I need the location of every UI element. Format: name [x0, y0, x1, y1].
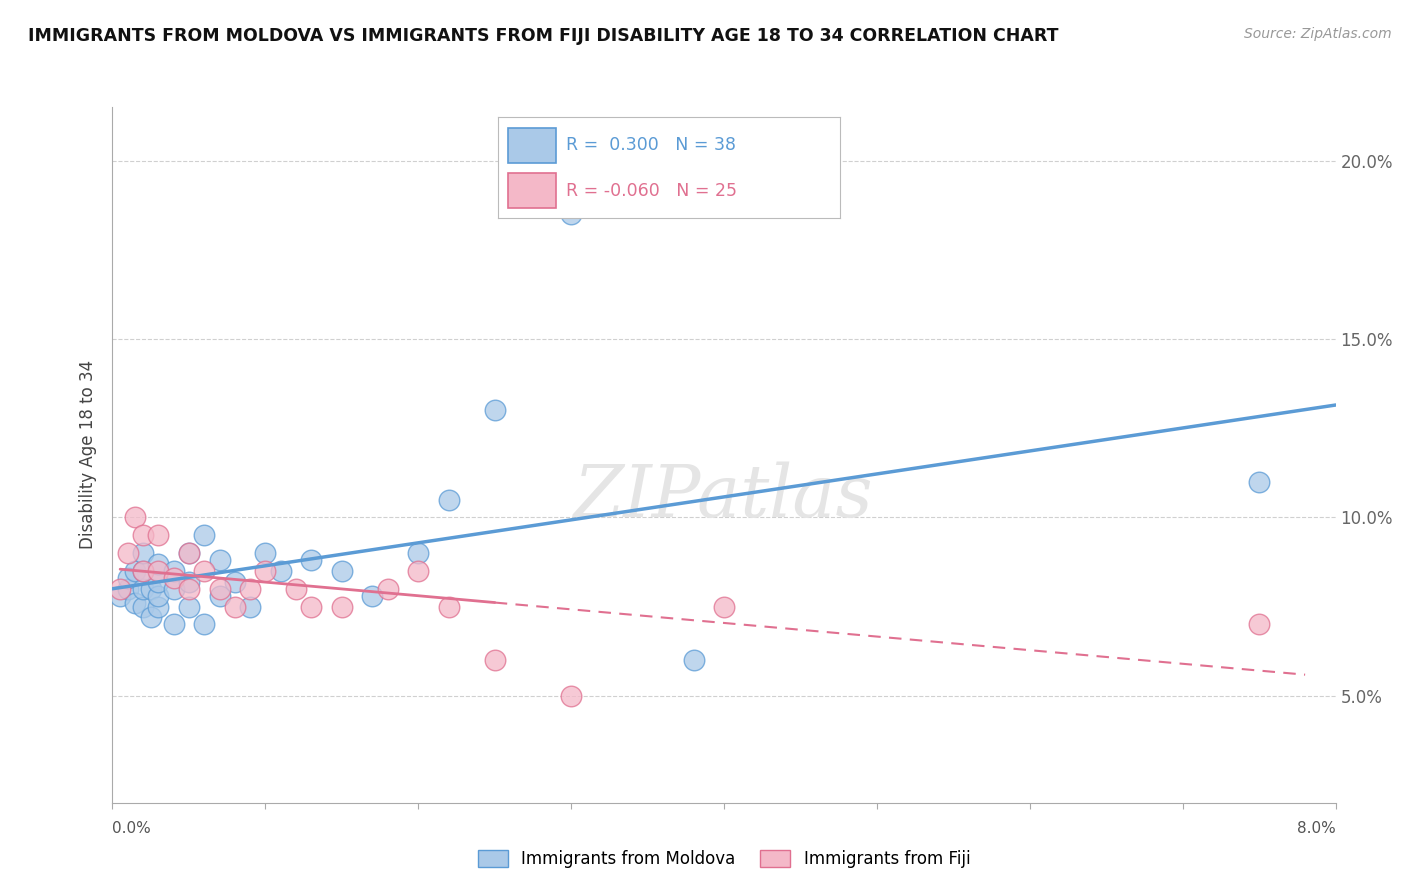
- Point: [139, 610, 162, 624]
- Point: [148, 557, 170, 571]
- Point: [284, 582, 308, 596]
- Point: [408, 564, 430, 578]
- Point: [148, 574, 170, 589]
- Text: Source: ZipAtlas.com: Source: ZipAtlas.com: [1244, 27, 1392, 41]
- Text: IMMIGRANTS FROM MOLDOVA VS IMMIGRANTS FROM FIJI DISABILITY AGE 18 TO 34 CORRELAT: IMMIGRANTS FROM MOLDOVA VS IMMIGRANTS FR…: [28, 27, 1059, 45]
- Point: [108, 589, 131, 603]
- Point: [177, 599, 200, 614]
- Point: [124, 596, 146, 610]
- Point: [177, 574, 200, 589]
- Point: [682, 653, 704, 667]
- Point: [177, 546, 200, 560]
- Point: [270, 564, 292, 578]
- Text: ZIPatlas: ZIPatlas: [574, 461, 875, 532]
- Point: [299, 599, 322, 614]
- Point: [330, 564, 353, 578]
- Point: [208, 553, 231, 567]
- Point: [408, 546, 430, 560]
- Point: [132, 582, 155, 596]
- Point: [1249, 475, 1271, 489]
- Text: 8.0%: 8.0%: [1296, 821, 1336, 836]
- Point: [560, 689, 582, 703]
- Point: [484, 403, 506, 417]
- Point: [163, 582, 186, 596]
- Point: [132, 528, 155, 542]
- Point: [132, 564, 155, 578]
- Point: [224, 574, 246, 589]
- Text: 0.0%: 0.0%: [112, 821, 152, 836]
- Point: [361, 589, 384, 603]
- Point: [254, 564, 277, 578]
- Point: [108, 582, 131, 596]
- Point: [239, 582, 262, 596]
- Point: [193, 528, 215, 542]
- Point: [132, 546, 155, 560]
- Point: [163, 571, 186, 585]
- Point: [713, 599, 735, 614]
- Point: [254, 546, 277, 560]
- Point: [208, 589, 231, 603]
- Point: [117, 571, 139, 585]
- Point: [299, 553, 322, 567]
- Point: [132, 564, 155, 578]
- Point: [132, 599, 155, 614]
- Point: [117, 546, 139, 560]
- Point: [377, 582, 399, 596]
- Point: [148, 589, 170, 603]
- Point: [177, 546, 200, 560]
- Legend: Immigrants from Moldova, Immigrants from Fiji: Immigrants from Moldova, Immigrants from…: [471, 843, 977, 874]
- Point: [148, 599, 170, 614]
- Point: [148, 528, 170, 542]
- Point: [163, 564, 186, 578]
- Point: [193, 564, 215, 578]
- Point: [148, 564, 170, 578]
- Point: [163, 617, 186, 632]
- Point: [117, 582, 139, 596]
- Point: [437, 599, 460, 614]
- Point: [208, 582, 231, 596]
- Point: [239, 599, 262, 614]
- Point: [437, 492, 460, 507]
- Point: [177, 582, 200, 596]
- Point: [484, 653, 506, 667]
- Point: [139, 582, 162, 596]
- Point: [224, 599, 246, 614]
- Point: [124, 564, 146, 578]
- Point: [560, 207, 582, 221]
- Point: [193, 617, 215, 632]
- Point: [1249, 617, 1271, 632]
- Point: [124, 510, 146, 524]
- Point: [330, 599, 353, 614]
- Y-axis label: Disability Age 18 to 34: Disability Age 18 to 34: [79, 360, 97, 549]
